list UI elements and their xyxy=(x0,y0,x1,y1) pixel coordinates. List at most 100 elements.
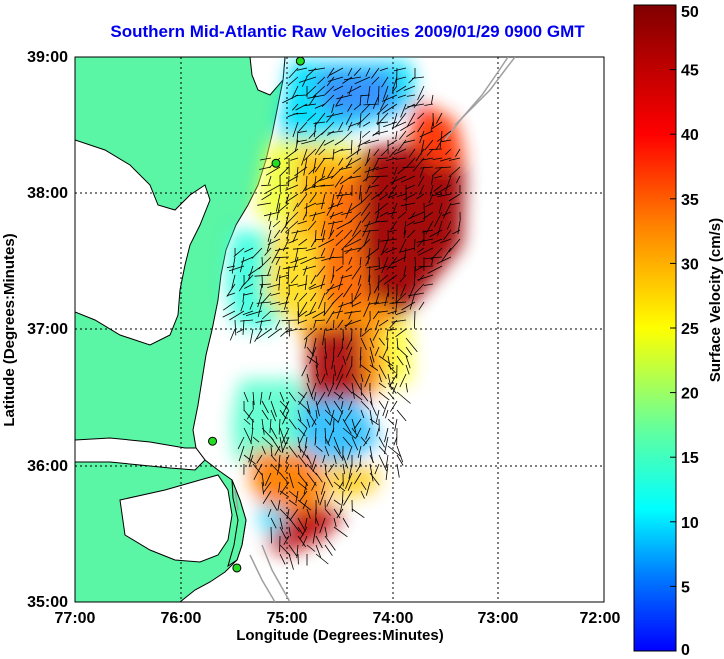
velocity-arrow xyxy=(234,319,237,336)
colorbar-tick-label: 45 xyxy=(681,63,699,80)
velocity-arrow xyxy=(297,400,311,413)
velocity-arrow xyxy=(330,274,335,284)
velocity-arrow xyxy=(360,202,371,216)
velocity-arrow xyxy=(438,202,443,214)
velocity-arrow xyxy=(338,481,344,490)
velocity-arrow xyxy=(448,157,461,161)
velocity-arrow xyxy=(417,121,425,133)
velocity-arrow xyxy=(378,454,388,472)
velocity-arrow xyxy=(402,166,416,168)
velocity-arrow xyxy=(377,157,389,160)
velocity-arrow xyxy=(288,499,298,506)
velocity-arrow xyxy=(326,202,335,216)
velocity-arrow xyxy=(364,319,371,332)
velocity-arrow xyxy=(352,166,362,175)
velocity-arrow xyxy=(268,391,272,400)
velocity-arrow xyxy=(394,112,407,128)
velocity-arrow xyxy=(256,454,263,464)
velocity-arrow xyxy=(393,67,407,72)
velocity-arrow xyxy=(429,229,443,238)
velocity-arrow xyxy=(270,436,282,453)
velocity-arrow xyxy=(261,472,265,487)
velocity-arrow xyxy=(398,130,407,140)
velocity-arrow xyxy=(348,463,353,479)
velocity-arrow xyxy=(295,94,308,96)
velocity-arrow xyxy=(286,229,290,241)
velocity-arrow xyxy=(400,103,407,118)
colorbar-tick-label: 40 xyxy=(681,127,699,144)
velocity-arrow xyxy=(321,193,326,210)
velocity-arrow xyxy=(278,202,290,212)
velocity-arrow xyxy=(345,157,362,168)
velocity-arrow xyxy=(324,508,331,516)
velocity-arrow xyxy=(346,445,353,460)
velocity-arrow xyxy=(298,292,308,302)
velocity-arrow xyxy=(365,256,371,267)
velocity-arrow xyxy=(252,436,260,443)
velocity-arrow xyxy=(326,283,344,291)
velocity-arrow xyxy=(260,157,272,161)
velocity-arrow xyxy=(424,103,434,106)
velocity-arrow xyxy=(389,229,398,233)
velocity-arrow xyxy=(385,409,389,419)
velocity-arrow xyxy=(331,355,335,370)
velocity-arrow xyxy=(396,193,407,198)
delaware-bay xyxy=(249,57,286,96)
velocity-arrow xyxy=(374,463,380,475)
velocity-arrow xyxy=(457,220,461,234)
velocity-arrow xyxy=(351,436,359,451)
velocity-arrow xyxy=(418,301,425,311)
velocity-arrow xyxy=(285,184,299,191)
velocity-arrow xyxy=(301,76,308,87)
velocity-arrow xyxy=(440,247,452,263)
velocity-arrow xyxy=(270,526,272,544)
velocity-arrow xyxy=(416,193,425,200)
velocity-arrow xyxy=(336,301,344,319)
velocity-arrow xyxy=(348,121,362,128)
velocity-arrow xyxy=(222,310,236,318)
velocity-arrow xyxy=(446,220,452,230)
velocity-arrow xyxy=(261,184,272,187)
velocity-arrow xyxy=(244,247,254,253)
velocity-arrow xyxy=(406,220,416,227)
velocity-arrow xyxy=(440,238,452,244)
velocity-arrow xyxy=(405,346,413,356)
velocity-arrow xyxy=(373,130,389,136)
velocity-arrow xyxy=(236,328,245,333)
velocity-arrow xyxy=(325,112,335,123)
velocity-arrow xyxy=(315,490,320,504)
velocity-arrow xyxy=(396,445,404,463)
velocity-arrow xyxy=(264,247,272,256)
velocity-arrow xyxy=(233,247,245,258)
velocity-arrow xyxy=(280,328,290,337)
velocity-arrow xyxy=(284,292,290,310)
velocity-arrow xyxy=(436,130,452,142)
velocity-arrow xyxy=(270,301,281,305)
colorbar-tick-label: 5 xyxy=(681,579,690,596)
velocity-arrow xyxy=(375,166,389,170)
velocity-arrow xyxy=(395,157,407,160)
velocity-arrow xyxy=(301,184,308,194)
velocity-arrow xyxy=(356,463,362,473)
x-tick-label: 74:00 xyxy=(373,610,414,627)
velocity-arrow xyxy=(253,463,263,480)
velocity-arrow xyxy=(387,211,398,215)
velocity-arrow xyxy=(231,274,236,289)
velocity-arrow xyxy=(296,544,299,559)
velocity-arrow xyxy=(305,247,317,252)
velocity-arrow xyxy=(243,391,249,403)
velocity-arrow xyxy=(371,67,380,79)
velocity-arrow xyxy=(381,76,389,88)
velocity-arrow xyxy=(360,193,362,204)
velocity-arrow xyxy=(371,76,380,85)
velocity-arrow xyxy=(364,220,380,227)
velocity-arrow xyxy=(396,346,409,358)
velocity-arrow xyxy=(307,112,317,122)
velocity-arrow xyxy=(242,310,254,316)
velocity-arrow xyxy=(308,130,317,139)
velocity-arrow xyxy=(239,256,245,273)
velocity-arrow xyxy=(250,427,254,444)
velocity-arrow xyxy=(324,418,331,426)
velocity-arrow xyxy=(270,292,281,296)
velocity-arrow xyxy=(251,247,263,259)
